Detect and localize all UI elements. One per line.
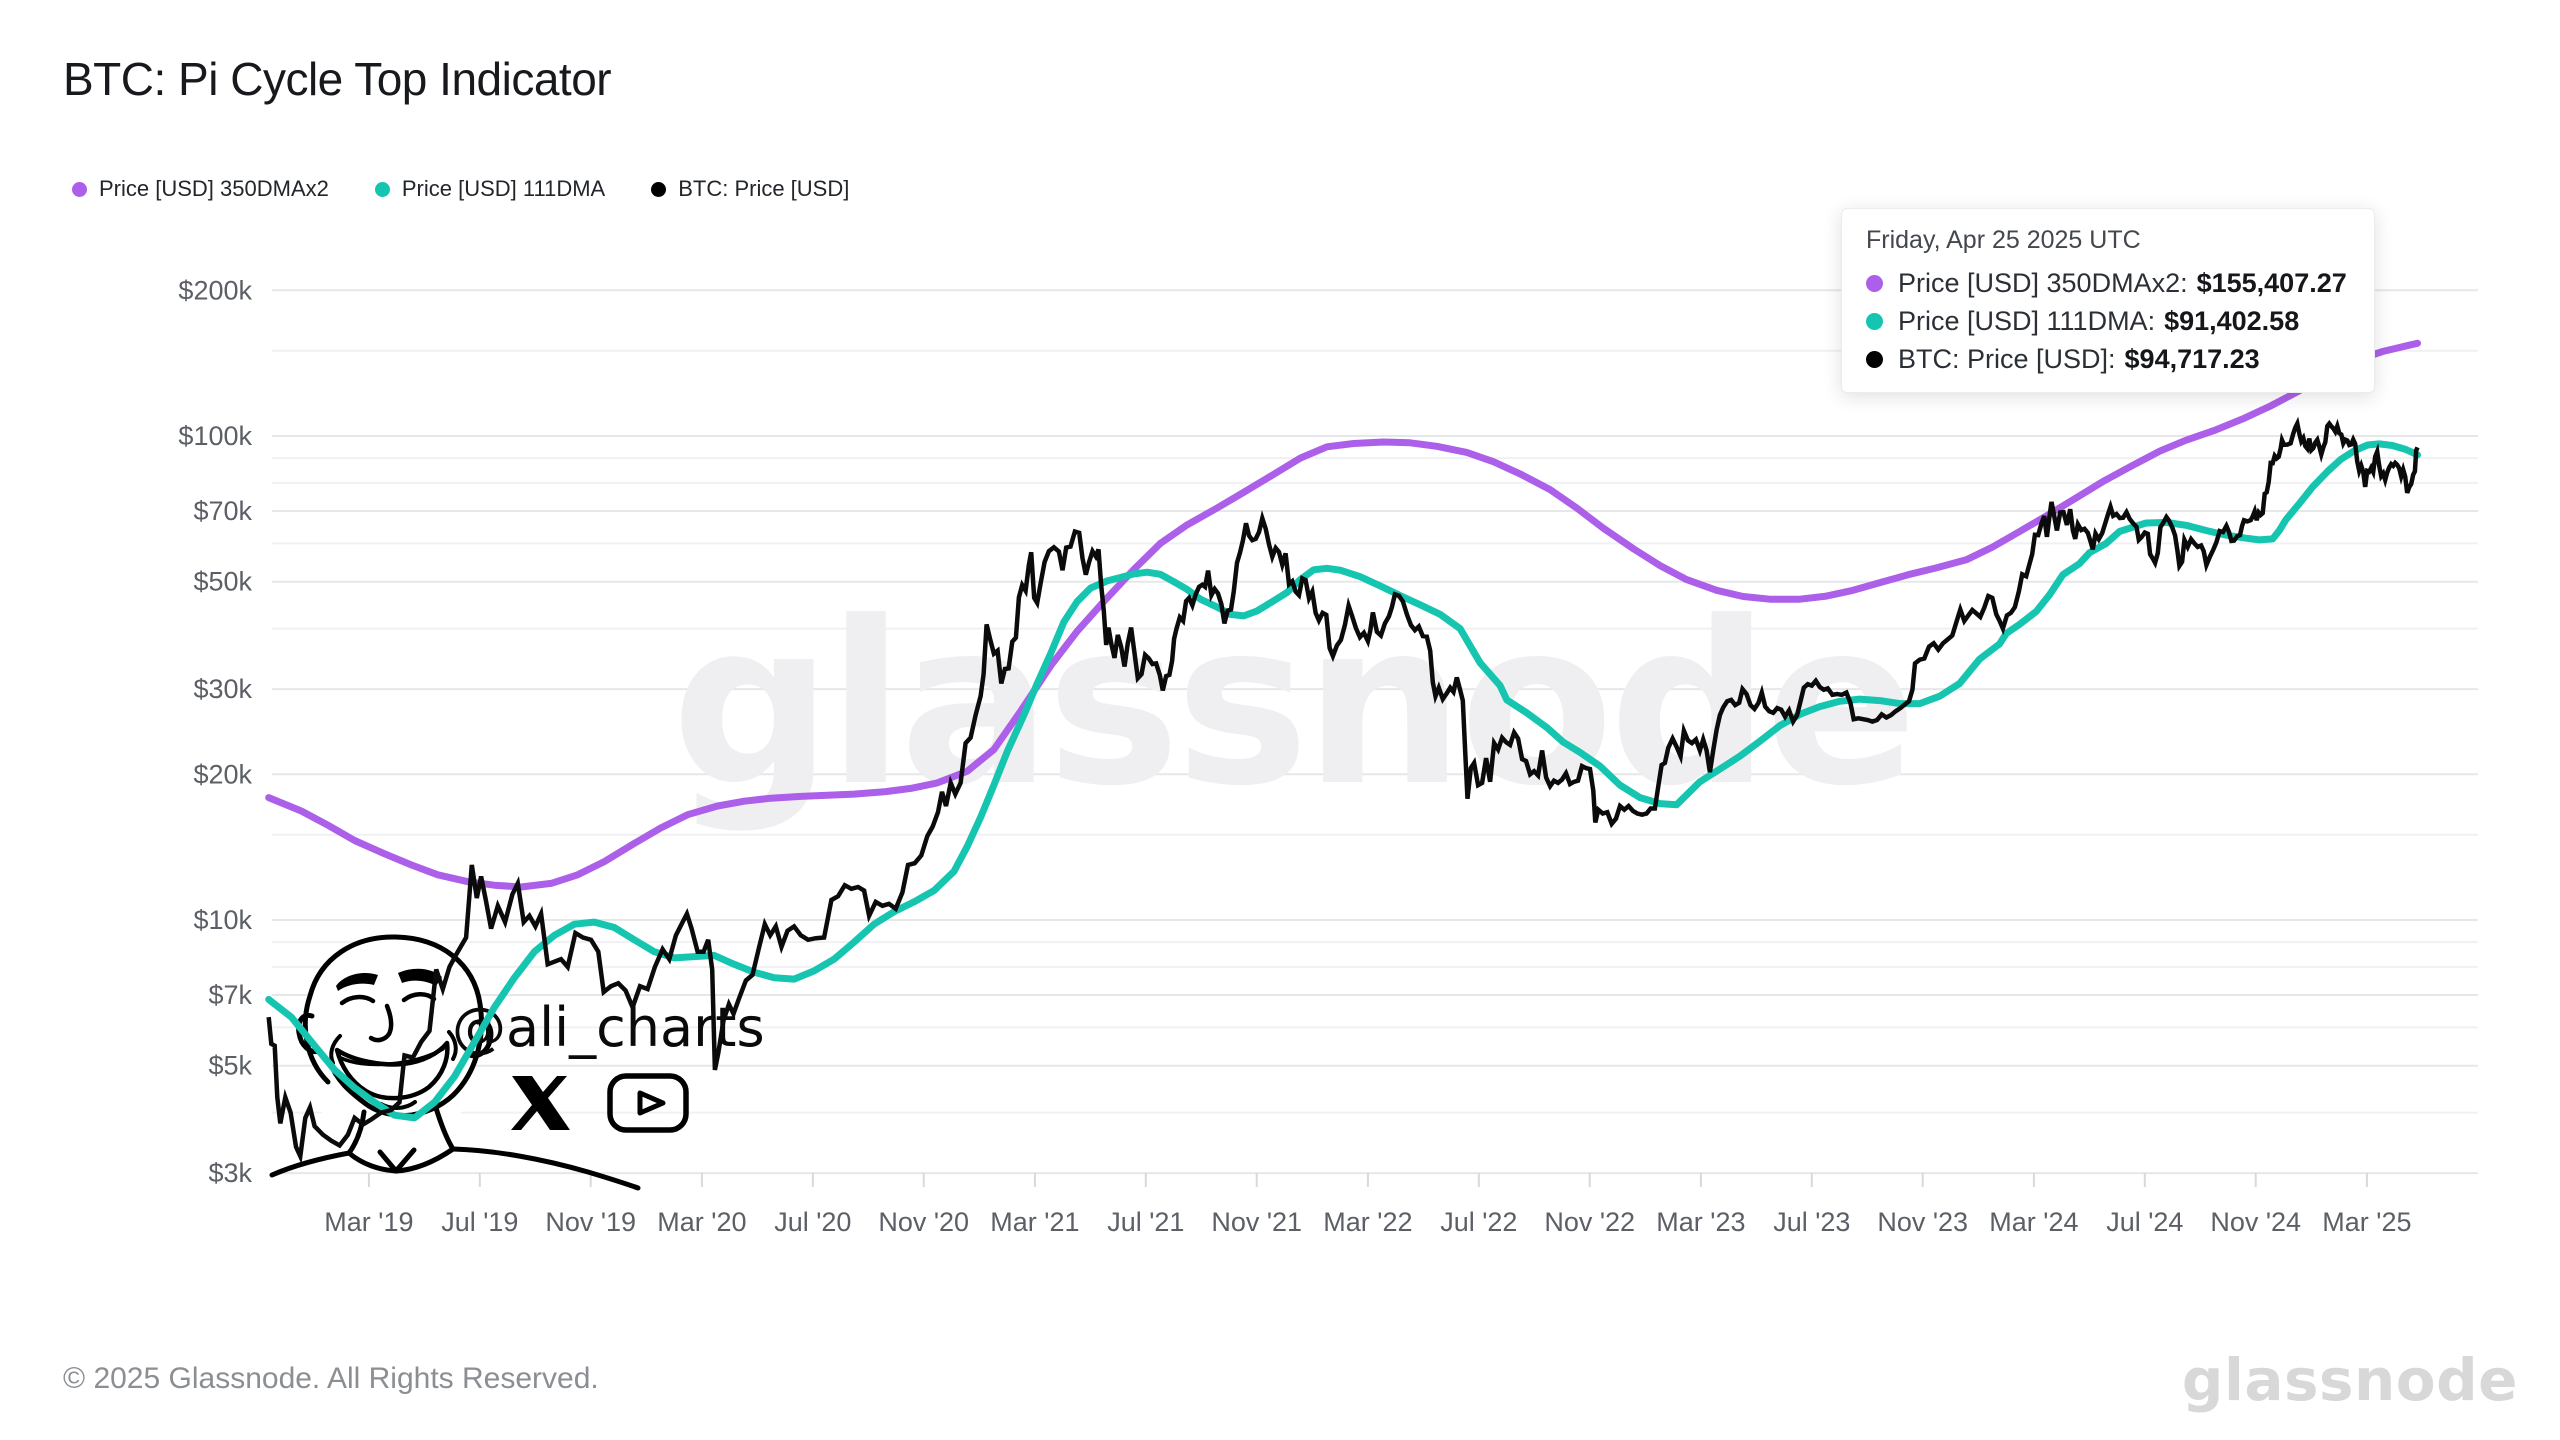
tooltip-dot-teal-icon (1866, 312, 1883, 330)
left-ear (296, 1012, 323, 1055)
legend-item-111dma[interactable]: Price [USD] 111DMA (374, 176, 606, 202)
svg-text:$3k: $3k (208, 1158, 252, 1188)
legend-label: BTC: Price [USD] (678, 176, 850, 201)
hover-tooltip: Friday, Apr 25 2025 UTC Price [USD] 350D… (1841, 208, 2375, 393)
teeth-line (339, 1047, 445, 1067)
copyright-text: © 2025 Glassnode. All Rights Reserved. (63, 1362, 599, 1395)
svg-text:$100k: $100k (178, 421, 252, 451)
nose (368, 1003, 394, 1043)
svg-text:$20k: $20k (193, 759, 252, 789)
svg-text:Jul '20: Jul '20 (774, 1207, 851, 1237)
svg-text:$50k: $50k (193, 567, 252, 597)
page-title: BTC: Pi Cycle Top Indicator (63, 53, 612, 105)
svg-text:Nov '22: Nov '22 (1544, 1207, 1635, 1237)
svg-text:Nov '24: Nov '24 (2210, 1207, 2301, 1237)
left-shoulder (269, 1150, 352, 1178)
x-logo-icon (511, 1076, 570, 1130)
legend-dot-teal-icon (374, 181, 390, 197)
legend-item-350dmax2[interactable]: Price [USD] 350DMAx2 (72, 176, 329, 202)
svg-text:Mar '24: Mar '24 (1989, 1207, 2078, 1237)
svg-text:Nov '20: Nov '20 (878, 1207, 969, 1237)
legend-dot-purple-icon (72, 181, 87, 197)
axis-labels: $200k $100k $70k $50k $30k $20k $10k $7k $5k $3k M… (178, 275, 2411, 1237)
svg-text:Jul '22: Jul '22 (1440, 1207, 1517, 1237)
right-eyebrow (398, 968, 442, 986)
svg-text:Mar '22: Mar '22 (1323, 1207, 1412, 1237)
chart-series (265, 339, 2421, 1165)
legend-item-btc-price[interactable]: BTC: Price [USD] (651, 176, 849, 202)
legend-dot-black-icon (651, 181, 667, 197)
svg-text:$30k: $30k (193, 674, 252, 704)
svg-text:Jul '19: Jul '19 (441, 1207, 518, 1237)
svg-text:Jul '21: Jul '21 (1107, 1207, 1184, 1237)
svg-text:Mar '21: Mar '21 (990, 1207, 1079, 1237)
tooltip-date: Friday, Apr 25 2025 UTC (1866, 226, 2141, 254)
right-shoulder (450, 1146, 641, 1191)
svg-text:Nov '19: Nov '19 (545, 1207, 636, 1237)
glassnode-logo: glassnode (2181, 1346, 2518, 1414)
svg-text:Jul '24: Jul '24 (2106, 1207, 2183, 1237)
svg-text:$5k: $5k (208, 1051, 252, 1081)
svg-text:Nov '21: Nov '21 (1211, 1207, 1302, 1237)
left-eyebrow (336, 973, 378, 991)
svg-text:$7k: $7k (208, 980, 252, 1010)
svg-text:Jul '23: Jul '23 (1773, 1207, 1850, 1237)
svg-text:Mar '25: Mar '25 (2322, 1207, 2411, 1237)
legend-label: Price [USD] 350DMAx2 (99, 176, 329, 201)
svg-text:$10k: $10k (193, 905, 252, 935)
svg-text:Mar '19: Mar '19 (324, 1207, 413, 1237)
svg-text:Mar '23: Mar '23 (1656, 1207, 1745, 1237)
chart-legend: Price [USD] 350DMAx2 Price [USD] 111DMA … (72, 176, 849, 202)
svg-text:Mar '20: Mar '20 (657, 1207, 746, 1237)
svg-text:$70k: $70k (193, 496, 252, 526)
tooltip-dot-black-icon (1866, 350, 1883, 368)
tooltip-row: BTC: Price [USD]: $94,717.23 (1866, 340, 2348, 378)
tooltip-row: Price [USD] 350DMAx2: $155,407.27 (1866, 264, 2348, 302)
youtube-icon (607, 1073, 689, 1133)
svg-text:Nov '23: Nov '23 (1877, 1207, 1968, 1237)
legend-label: Price [USD] 111DMA (401, 176, 606, 201)
tooltip-dot-purple-icon (1866, 274, 1883, 292)
tooltip-row: Price [USD] 111DMA: $91,402.58 (1866, 302, 2348, 340)
svg-text:$200k: $200k (178, 275, 252, 305)
left-eye (339, 994, 376, 1006)
